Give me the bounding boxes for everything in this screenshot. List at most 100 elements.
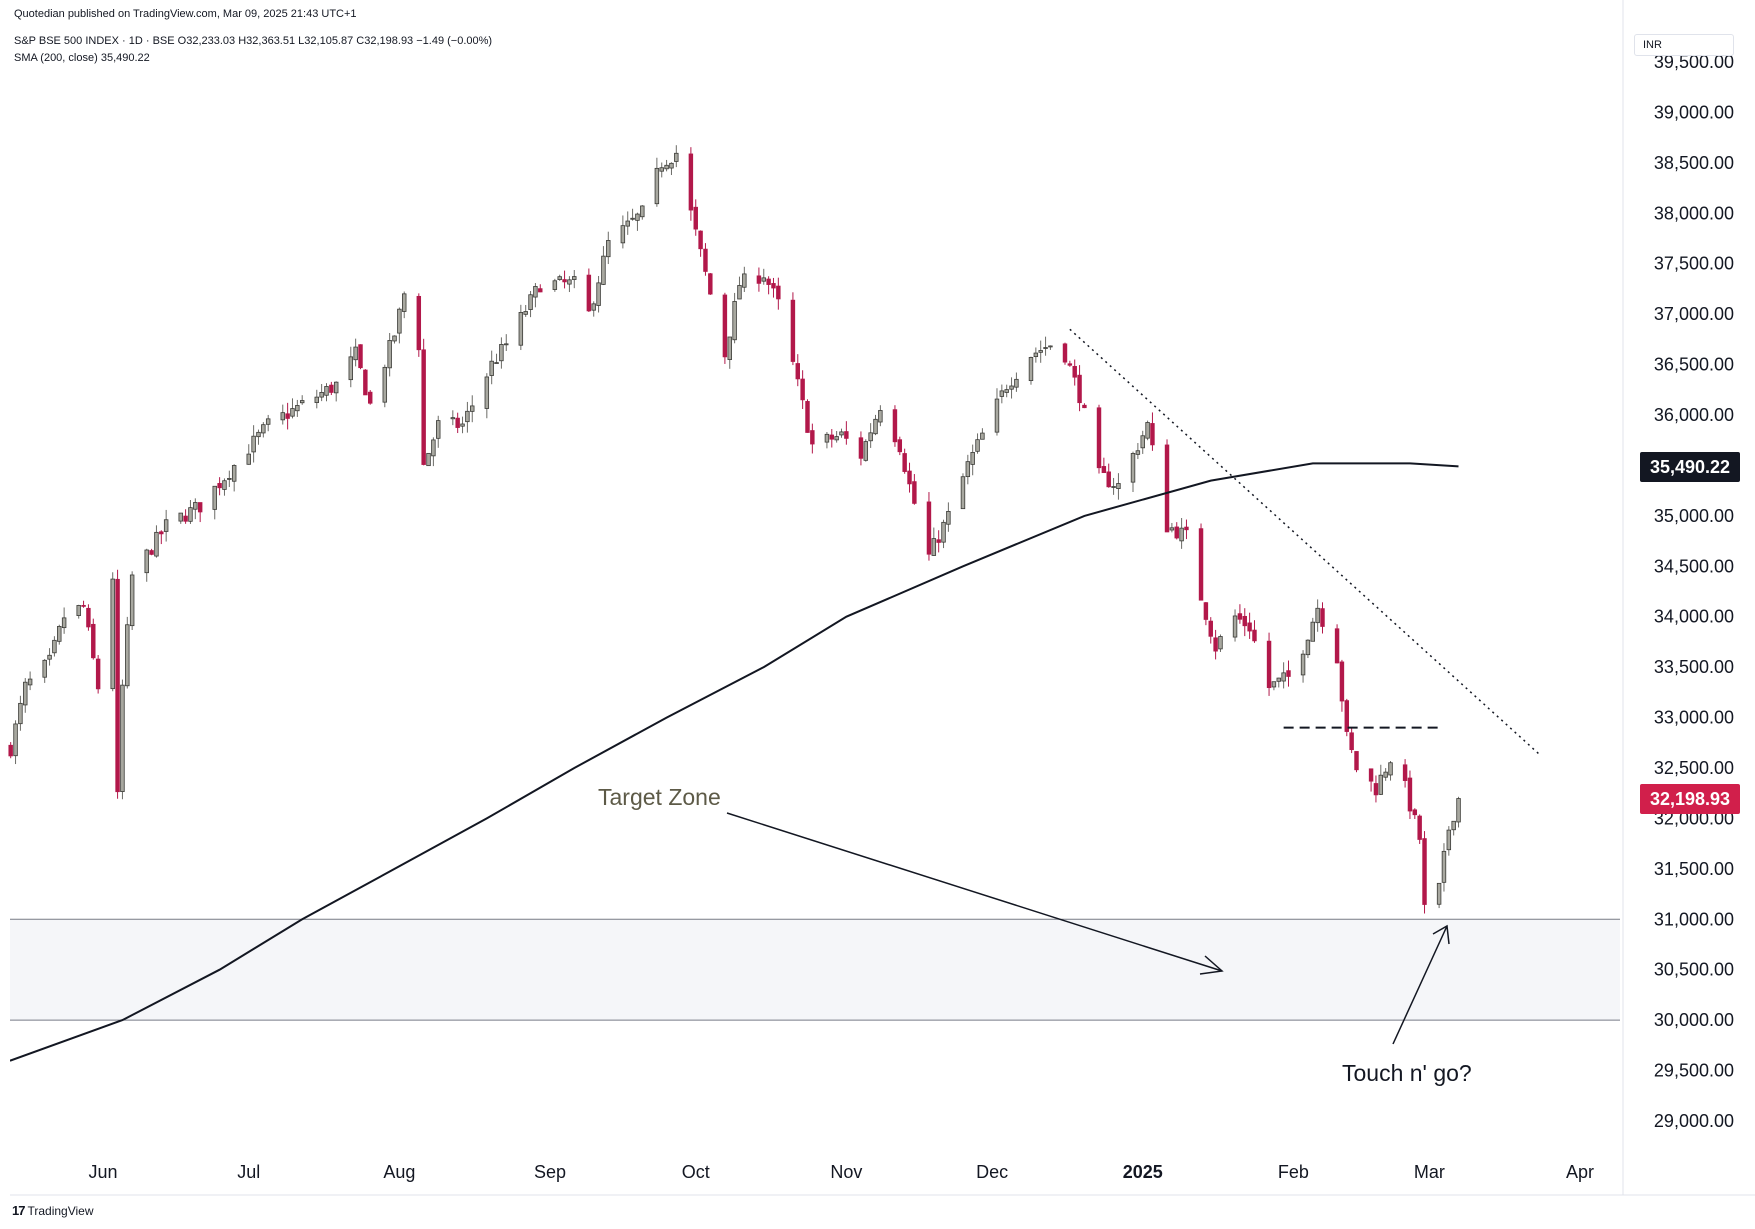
candle-body <box>912 481 917 504</box>
candle-body <box>586 274 592 312</box>
candle <box>91 618 96 660</box>
symbol-name: S&P BSE 500 INDEX · 1D · BSE <box>14 35 175 47</box>
candle-body <box>1072 366 1077 378</box>
candle <box>484 373 490 419</box>
currency-button[interactable]: INR <box>1634 34 1734 56</box>
candle <box>1422 831 1427 914</box>
candle-body <box>86 607 91 628</box>
candle <box>1286 660 1291 687</box>
candle <box>562 270 567 289</box>
y-tick-label: 37,500.00 <box>1654 254 1734 274</box>
candle-body <box>450 417 456 420</box>
candle-body <box>1198 528 1204 601</box>
sma-legend[interactable]: SMA (200, close) 35,490.22 <box>14 52 150 64</box>
symbol-legend[interactable]: S&P BSE 500 INDEX · 1D · BSE O32,233.03 … <box>14 35 492 47</box>
candle-body <box>1286 670 1291 677</box>
candle <box>1004 384 1009 398</box>
candle-body <box>960 476 966 510</box>
y-tick-label: 36,500.00 <box>1654 355 1734 375</box>
candle-body <box>1004 389 1009 393</box>
candle <box>57 624 62 645</box>
candle-body <box>1135 450 1141 455</box>
tradingview-logo-icon: 17 <box>12 1203 26 1218</box>
target-zone-band <box>10 918 1620 1021</box>
annotations: Target Zone Touch n' go? <box>598 784 1472 1086</box>
candle-body <box>620 225 626 244</box>
candle-body <box>873 418 878 435</box>
candle <box>567 276 572 293</box>
candle <box>280 404 285 425</box>
candle <box>76 604 81 619</box>
candle-body <box>265 418 271 425</box>
candle-body <box>1252 629 1257 642</box>
x-tick-label: Apr <box>1566 1162 1594 1182</box>
y-tick-label: 35,000.00 <box>1654 506 1734 526</box>
candle-body <box>926 501 932 555</box>
candle <box>528 290 533 318</box>
candle <box>1150 412 1155 451</box>
candle <box>722 292 728 364</box>
candle <box>586 268 592 312</box>
candle <box>1451 820 1456 836</box>
candle-body <box>994 398 1000 433</box>
candle <box>771 277 776 298</box>
candle <box>552 278 558 292</box>
candle <box>1043 336 1048 356</box>
x-tick-label: Dec <box>976 1162 1008 1182</box>
candle <box>1232 609 1238 642</box>
candle <box>805 399 810 433</box>
candle <box>499 337 504 369</box>
y-tick-label: 30,500.00 <box>1654 960 1734 980</box>
time-axis[interactable]: Jun Jul Aug Sep Oct Nov Dec 2025 Feb Mar Apr <box>88 1162 1594 1182</box>
candle-body <box>81 604 86 607</box>
price-badges: 35,490.22 32,198.93 <box>1640 452 1740 814</box>
candle-body <box>674 152 679 162</box>
candle <box>402 291 407 319</box>
candle-body <box>465 410 470 423</box>
candle <box>557 274 562 281</box>
candle <box>129 571 135 630</box>
candle-body <box>149 550 154 555</box>
candle-body <box>285 413 290 419</box>
candle <box>494 353 499 364</box>
candle-body <box>125 624 130 687</box>
candle <box>1354 751 1359 773</box>
candle-body <box>824 433 830 443</box>
price-badge <box>1640 784 1740 814</box>
candle <box>81 600 86 608</box>
candle-body <box>756 275 762 284</box>
candle-body <box>722 294 728 358</box>
candle <box>1203 602 1209 626</box>
candle <box>504 334 509 352</box>
candle-body <box>858 437 864 459</box>
candle-body <box>1383 771 1388 778</box>
candle <box>47 648 52 666</box>
tradingview-brand[interactable]: 17 TradingView <box>12 1203 94 1218</box>
candle-body <box>518 312 524 346</box>
candle-body <box>1096 407 1102 469</box>
candle-body <box>878 410 883 423</box>
candle <box>1072 359 1077 386</box>
candle-body <box>280 412 285 421</box>
candle <box>193 498 198 520</box>
candle <box>1164 439 1170 533</box>
candle <box>1130 451 1136 493</box>
candle <box>907 462 912 493</box>
target-arrow-head <box>1199 955 1224 975</box>
candle-body <box>698 230 703 250</box>
candle-body <box>970 452 975 465</box>
candle-body <box>504 343 509 346</box>
candle <box>834 431 839 443</box>
candle-body <box>523 311 528 315</box>
candle-body <box>1305 639 1311 656</box>
candle <box>421 338 426 466</box>
published-note: Quotedian published on TradingView.com, … <box>14 8 357 20</box>
candle <box>1446 826 1452 856</box>
price-badge-value: 32,198.93 <box>1650 789 1730 809</box>
candle-body <box>562 279 567 283</box>
candle-body <box>499 344 504 362</box>
candle-body <box>800 378 805 401</box>
candle <box>858 431 864 466</box>
